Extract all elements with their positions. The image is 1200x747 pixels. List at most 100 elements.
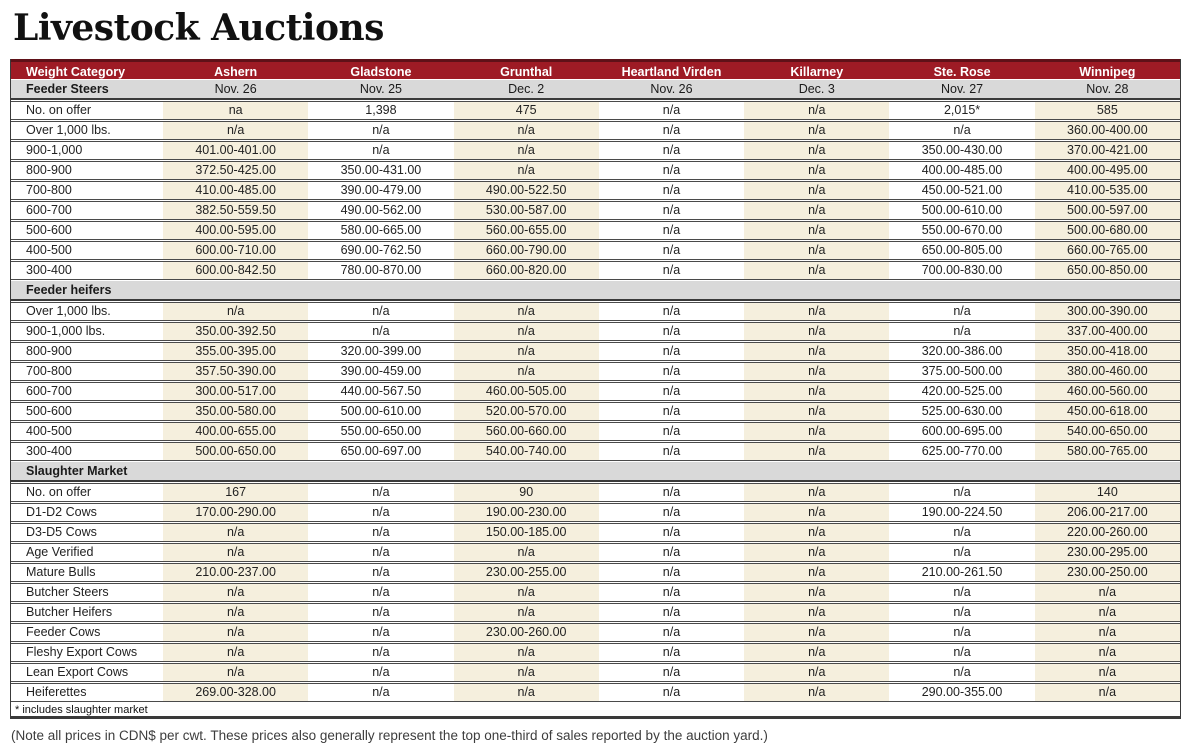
cell-killarney: n/a (744, 222, 890, 239)
table-row-slaughter-market-feeder-cows: Feeder Cows n/a n/a 230.00-260.00 n/a n/a n/a n… (11, 623, 1180, 642)
cell-winnipeg: 350.00-418.00 (1034, 343, 1180, 360)
cell-grunthal: 660.00-790.00 (453, 242, 599, 259)
cell-killarney: n/a (744, 564, 890, 581)
row-label: 900-1,000 lbs. (26, 324, 106, 338)
cell-grunthal: 230.00-260.00 (453, 624, 599, 641)
cell-winnipeg: 380.00-460.00 (1034, 363, 1180, 380)
cell-winnipeg: 585 (1034, 102, 1180, 119)
table-row-slaughter-market-d1-d2-cows: D1-D2 Cows 170.00-290.00 n/a 190.00-230.00 n… (11, 503, 1180, 522)
cell-grunthal: 90 (453, 484, 599, 501)
cell-gladstone: n/a (372, 123, 390, 137)
section-row-feeder-steers: Feeder Steers Nov. 26 Nov. 25 Dec. 2 Nov. 26… (11, 80, 1180, 100)
cell-grunthal: n/a (453, 323, 599, 340)
row-label: 600-700 (26, 384, 72, 398)
cell-killarney: n/a (744, 202, 890, 219)
cell-heartland-virden: n/a (662, 263, 681, 277)
cell-ashern: n/a (163, 122, 309, 139)
row-label: Lean Export Cows (26, 665, 129, 679)
cell-grunthal: n/a (453, 343, 599, 360)
cell-gladstone: n/a (372, 665, 390, 679)
cell-heartland-virden: n/a (662, 424, 681, 438)
cell-gladstone: 500.00-610.00 (340, 404, 422, 418)
table-row-slaughter-market-mature-bulls: Mature Bulls 210.00-237.00 n/a 230.00-255.0… (11, 563, 1180, 582)
table-row-slaughter-market-heiferettes: Heiferettes 269.00-328.00 n/a n/a n/a n/a 290.… (11, 683, 1180, 702)
table-row-feeder-steers-400-500: 400-500 600.00-710.00 690.00-762.50 660.00-… (11, 241, 1180, 260)
table-row-slaughter-market-age-verified: Age Verified n/a n/a n/a n/a n/a n/a 230.00-295… (11, 543, 1180, 562)
cell-ashern: n/a (163, 604, 309, 621)
cell-ste-rose: 625.00-770.00 (921, 444, 1003, 458)
cell-winnipeg: 230.00-250.00 (1034, 564, 1180, 581)
cell-killarney: n/a (744, 343, 890, 360)
cell-ashern: 401.00-401.00 (163, 142, 309, 159)
cell-gladstone: 690.00-762.50 (340, 243, 422, 257)
cell-ashern: n/a (163, 524, 309, 541)
cell-ste-rose: 650.00-805.00 (921, 243, 1003, 257)
row-label: No. on offer (26, 485, 92, 499)
cell-gladstone: n/a (372, 143, 390, 157)
cell-grunthal: n/a (453, 644, 599, 661)
cell-grunthal: n/a (453, 122, 599, 139)
cell-killarney: n/a (744, 544, 890, 561)
cell-heartland-virden: n/a (662, 585, 681, 599)
cell-ashern: 300.00-517.00 (163, 383, 309, 400)
cell-winnipeg: n/a (1034, 624, 1180, 641)
cell-ashern: 167 (163, 484, 309, 501)
cell-ashern: n/a (163, 544, 309, 561)
cell-heartland-virden: n/a (662, 505, 681, 519)
cell-winnipeg: 206.00-217.00 (1034, 504, 1180, 521)
section-label: Feeder Steers (26, 82, 109, 96)
cell-ste-rose: n/a (953, 585, 971, 599)
cell-ste-rose: 600.00-695.00 (921, 424, 1003, 438)
cell-ste-rose: 210.00-261.50 (921, 565, 1003, 579)
cell-gladstone: n/a (372, 324, 390, 338)
cell-grunthal: n/a (453, 604, 599, 621)
cell-grunthal: 530.00-587.00 (453, 202, 599, 219)
cell-winnipeg: 540.00-650.00 (1034, 423, 1180, 440)
row-label: 400-500 (26, 424, 72, 438)
cell-winnipeg: n/a (1034, 604, 1180, 621)
cell-grunthal: 460.00-505.00 (453, 383, 599, 400)
cell-ashern: 269.00-328.00 (163, 684, 309, 701)
cell-grunthal: n/a (453, 303, 599, 320)
table-row-feeder-heifers-300-400: 300-400 500.00-650.00 650.00-697.00 540.00-… (11, 442, 1180, 461)
cell-ste-rose: 500.00-610.00 (921, 203, 1003, 217)
cell-ste-rose: n/a (953, 545, 971, 559)
cell-gladstone: n/a (372, 545, 390, 559)
cell-grunthal: n/a (453, 664, 599, 681)
cell-ashern: 600.00-710.00 (163, 242, 309, 259)
cell-winnipeg: 230.00-295.00 (1034, 544, 1180, 561)
cell-ste-rose: 290.00-355.00 (921, 685, 1003, 699)
cell-heartland-virden: n/a (662, 565, 681, 579)
row-label: Butcher Heifers (26, 605, 113, 619)
cell-killarney: n/a (744, 443, 890, 460)
cell-grunthal: 560.00-655.00 (453, 222, 599, 239)
cell-winnipeg: 580.00-765.00 (1034, 443, 1180, 460)
cell-killarney: n/a (744, 122, 890, 139)
cell-gladstone: 390.00-459.00 (340, 364, 422, 378)
section-date-empty (163, 462, 308, 480)
row-label: 900-1,000 (26, 143, 83, 157)
cell-grunthal: 490.00-522.50 (453, 182, 599, 199)
cell-ashern: n/a (163, 664, 309, 681)
section-date-empty (599, 462, 744, 480)
cell-grunthal: n/a (453, 142, 599, 159)
row-label: 600-700 (26, 203, 72, 217)
section-date-empty (454, 462, 599, 480)
cell-ste-rose: n/a (953, 625, 971, 639)
section-date: Nov. 26 (650, 82, 693, 96)
cell-gladstone: 1,398 (365, 103, 397, 117)
column-header-ste-rose: Ste. Rose (933, 65, 991, 79)
cell-winnipeg: 500.00-680.00 (1034, 222, 1180, 239)
cell-grunthal: n/a (453, 162, 599, 179)
row-label: Feeder Cows (26, 625, 101, 639)
cell-gladstone: n/a (372, 304, 390, 318)
cell-heartland-virden: n/a (662, 103, 681, 117)
cell-ste-rose: 550.00-670.00 (921, 223, 1003, 237)
cell-winnipeg: 450.00-618.00 (1034, 403, 1180, 420)
price-note: (Note all prices in CDN$ per cwt. These … (11, 728, 768, 743)
cell-heartland-virden: n/a (662, 324, 681, 338)
table-body: Feeder Steers Nov. 26 Nov. 25 Dec. 2 Nov. 26… (11, 80, 1180, 702)
section-date-empty (308, 462, 453, 480)
cell-winnipeg: n/a (1034, 684, 1180, 701)
cell-ste-rose: 420.00-525.00 (921, 384, 1003, 398)
